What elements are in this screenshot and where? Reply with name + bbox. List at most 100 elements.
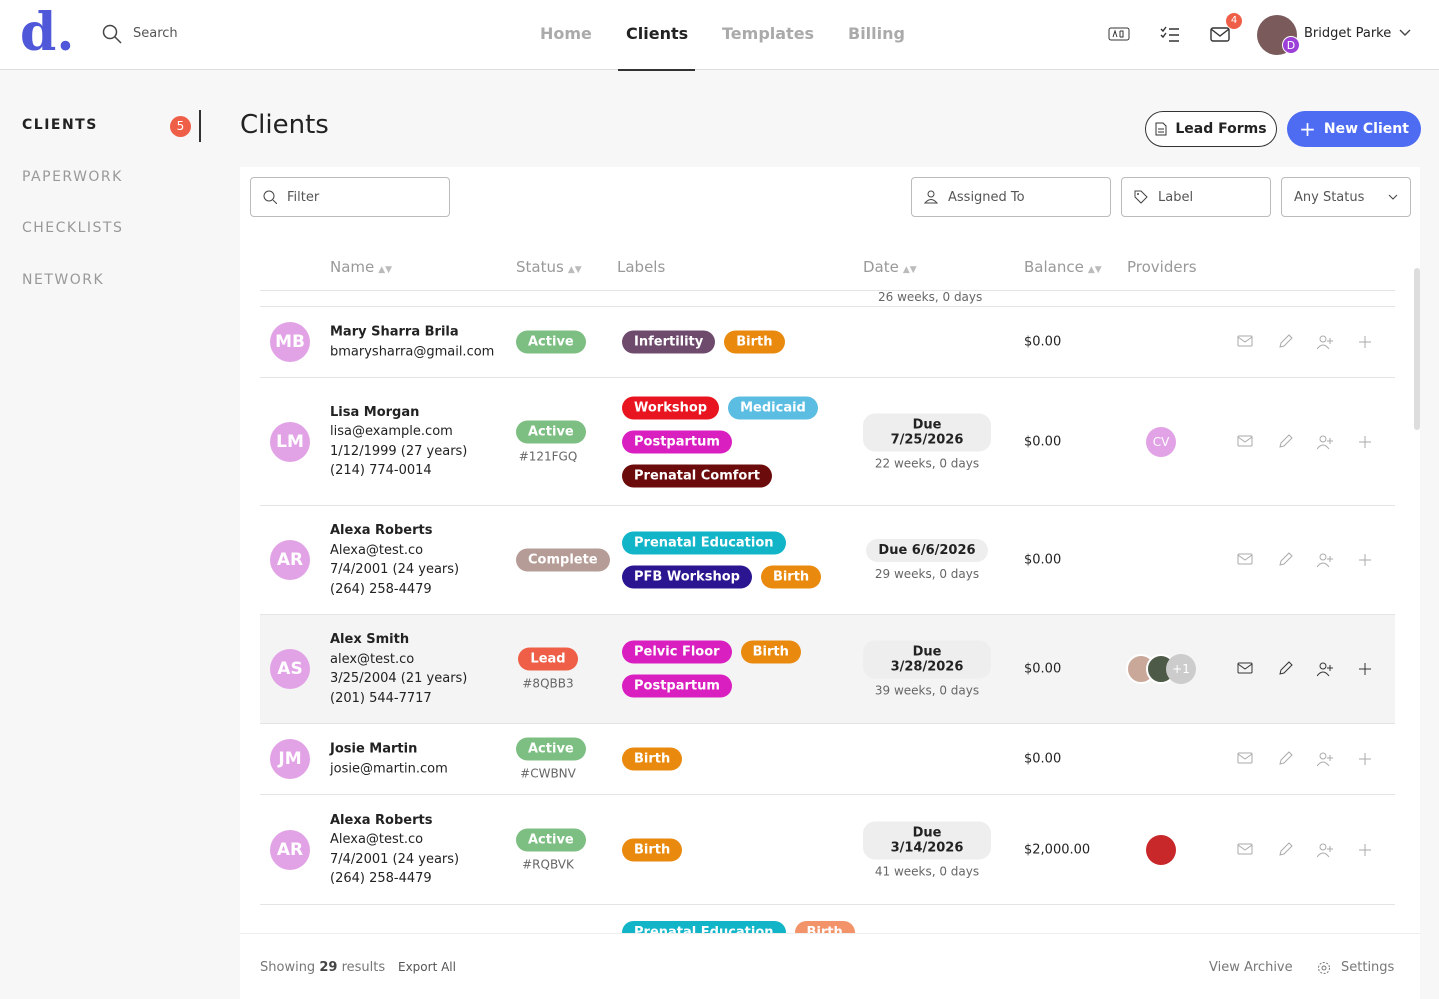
provider-avatar[interactable]: CV [1146, 426, 1176, 457]
assign-action[interactable] [1316, 842, 1333, 858]
email-action[interactable] [1237, 434, 1253, 450]
assign-action[interactable] [1316, 434, 1333, 450]
assigned-to-select[interactable]: Assigned To [911, 177, 1111, 217]
add-action[interactable] [1357, 661, 1373, 677]
sidebar-item[interactable]: CHECKLISTS [22, 220, 124, 236]
nav-item[interactable]: Templates [722, 24, 815, 43]
client-info: Mary Sharra Brila bmarysharra@gmail.com [330, 323, 494, 362]
checklist-icon[interactable] [1160, 26, 1180, 42]
column-header[interactable]: Date ▲▼ [863, 258, 917, 276]
label-pill: Postpartum [622, 430, 732, 453]
add-action[interactable] [1357, 434, 1373, 450]
edit-action[interactable] [1277, 552, 1293, 568]
client-name[interactable]: Alexa Roberts [330, 812, 433, 828]
settings-icon[interactable] [1317, 961, 1331, 975]
column-header[interactable]: Balance ▲▼ [1024, 258, 1102, 276]
avatar: AR [270, 829, 310, 870]
column-label: Date [863, 258, 899, 276]
nav-item[interactable]: Home [540, 24, 592, 43]
assign-action[interactable] [1316, 661, 1333, 677]
footer: Showing 29 results Export All View Archi… [240, 933, 1420, 999]
filter-input[interactable]: Filter [250, 177, 450, 217]
table-row[interactable]: AS Alex Smith alex@test.co 3/25/2004 (21 ye… [260, 615, 1395, 724]
search[interactable]: Search [133, 26, 178, 41]
user-name[interactable]: Bridget Parke [1304, 26, 1392, 41]
sort-icon[interactable]: ▲▼ [567, 265, 582, 275]
edit-action[interactable] [1277, 841, 1293, 858]
labels-cell: Infertility Birth [622, 330, 822, 354]
column-header: Labels [617, 258, 665, 276]
client-name[interactable]: Josie Martin [330, 741, 418, 757]
export-all[interactable]: Export All [398, 960, 456, 974]
table-row[interactable]: AR Alexa Roberts Alexa@test.co 7/4/2001 (24… [260, 795, 1395, 905]
client-name[interactable]: Lisa Morgan [330, 404, 420, 420]
client-info: Josie Martin josie@martin.com [330, 740, 448, 779]
table-row[interactable]: JM Josie Martin josie@martin.com Active #CWB… [260, 724, 1395, 795]
edit-action[interactable] [1277, 334, 1293, 350]
client-detail: (201) 544-7717 [330, 690, 432, 706]
scrollbar[interactable] [1414, 268, 1420, 430]
add-action[interactable] [1357, 751, 1373, 767]
sidebar-item[interactable]: PAPERWORK [22, 168, 123, 185]
add-action[interactable] [1357, 842, 1373, 858]
email-action[interactable] [1237, 334, 1253, 350]
nav-item[interactable]: Clients [626, 24, 689, 43]
email-action[interactable] [1237, 552, 1253, 568]
status-select[interactable]: Any Status [1281, 177, 1411, 217]
search-icon [263, 190, 277, 204]
new-client-button[interactable]: + New Client [1287, 111, 1421, 147]
client-name[interactable]: Alexa Roberts [330, 523, 433, 538]
label-pill: PFB Workshop [622, 565, 752, 589]
client-detail: 7/4/2001 (24 years) [330, 562, 460, 577]
mail-icon[interactable] [1210, 27, 1230, 42]
edit-action[interactable] [1277, 661, 1293, 677]
client-name[interactable]: Mary Sharra Brila [330, 324, 459, 340]
chevron [1388, 194, 1398, 200]
column-header: Providers [1127, 258, 1197, 276]
provider-more[interactable]: +1 [1166, 654, 1196, 684]
assign-action[interactable] [1316, 552, 1333, 568]
lead-forms-button[interactable]: Lead Forms [1145, 111, 1277, 147]
sort-icon[interactable]: ▲▼ [902, 265, 917, 275]
label-pill: Medicaid [728, 396, 818, 419]
add-action[interactable] [1357, 552, 1373, 568]
sort-icon[interactable]: ▲▼ [1087, 265, 1102, 275]
logo[interactable]: d. [20, 2, 75, 63]
assign-action[interactable] [1316, 751, 1333, 767]
status-pill: Active [516, 420, 586, 443]
date-cell: Due 6/6/2026 29 weeks, 0 days [863, 539, 991, 581]
ab-icon[interactable] [1108, 27, 1130, 41]
email-action[interactable] [1237, 661, 1253, 677]
edit-action[interactable] [1277, 433, 1293, 450]
label-select[interactable]: Label [1121, 177, 1271, 217]
filter-placeholder: Filter [287, 189, 320, 205]
assign-action[interactable] [1316, 334, 1333, 350]
settings[interactable]: Settings [1341, 960, 1395, 975]
status-cell: Active [516, 330, 586, 354]
view-archive[interactable]: View Archive [1209, 960, 1293, 975]
edit-action[interactable] [1277, 751, 1293, 767]
table-row[interactable]: AR Alexa Roberts Alexa@test.co 7/4/2001 (24… [260, 506, 1395, 615]
label-pill: Birth [622, 747, 683, 771]
provider-avatar[interactable] [1146, 834, 1176, 865]
sidebar-item[interactable]: CLIENTS [22, 117, 98, 133]
sidebar-item[interactable]: NETWORK [22, 271, 105, 288]
nav-item[interactable]: Billing [848, 24, 905, 43]
email-action[interactable] [1237, 751, 1253, 767]
client-detail: 1/12/1999 (27 years) [330, 443, 468, 459]
column-label: Balance [1024, 258, 1084, 276]
add-action[interactable] [1357, 334, 1373, 350]
sort-icon[interactable]: ▲▼ [378, 265, 393, 275]
column-header[interactable]: Status ▲▼ [516, 258, 582, 276]
email-action[interactable] [1237, 842, 1253, 858]
label-pill: Prenatal Education [622, 531, 786, 555]
client-name[interactable]: Alex Smith [330, 632, 410, 647]
table-row[interactable]: MB Mary Sharra Brila bmarysharra@gmail.com… [260, 307, 1395, 378]
due-date: Due 3/14/2026 [863, 821, 991, 859]
label-pill: Birth [794, 921, 855, 933]
table-row[interactable]: LM Lisa Morgan lisa@example.com 1/12/1999 (… [260, 378, 1395, 506]
column-header[interactable]: Name ▲▼ [330, 258, 392, 276]
client-detail: Alexa@test.co [330, 542, 424, 558]
chevron [1399, 29, 1411, 36]
client-detail: alex@test.co [330, 651, 415, 667]
